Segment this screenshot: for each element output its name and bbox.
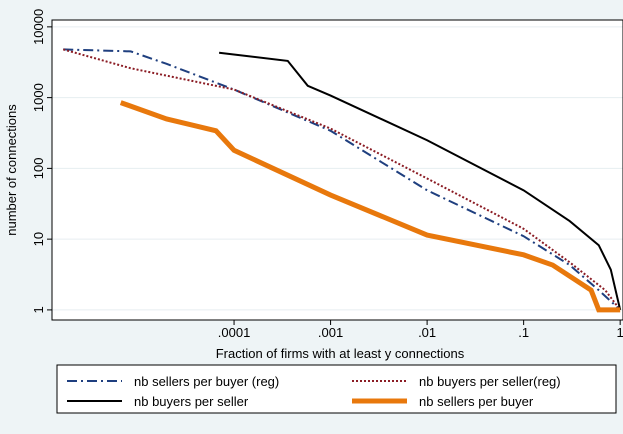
legend-label: nb sellers per buyer (reg) — [134, 374, 279, 389]
series-line — [218, 51, 622, 311]
series-line — [119, 100, 621, 313]
y-tick-label: 1 — [31, 306, 46, 313]
x-tick-label: .001 — [318, 325, 343, 340]
legend — [56, 364, 617, 414]
y-tick-label: 1000 — [31, 83, 46, 112]
series-line — [63, 48, 621, 311]
legend-label: nb buyers per seller — [134, 394, 249, 409]
legend-label: nb buyers per seller(reg) — [419, 374, 561, 389]
plot-frame — [51, 19, 623, 321]
x-axis-title: Fraction of firms with at least y connec… — [216, 346, 465, 361]
y-tick-label: 10000 — [31, 9, 46, 45]
plot-area — [51, 19, 623, 321]
x-tick-label: .01 — [418, 325, 436, 340]
series-line — [62, 48, 621, 311]
x-tick-label: .0001 — [218, 325, 251, 340]
x-tick-label: 1 — [617, 325, 623, 340]
y-axis-title: number of connections — [4, 104, 19, 236]
legend-label: nb sellers per buyer — [419, 394, 534, 409]
y-tick-label: 10 — [31, 232, 46, 246]
x-tick-label: .1 — [518, 325, 529, 340]
y-tick-label: 100 — [31, 158, 46, 180]
